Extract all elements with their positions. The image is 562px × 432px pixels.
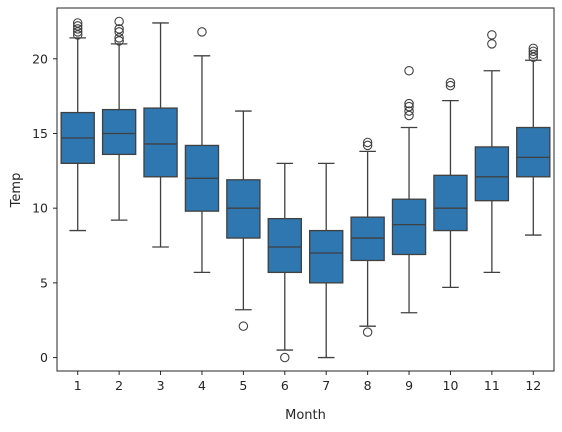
boxes-layer <box>60 16 551 363</box>
box-iqr <box>474 146 510 202</box>
box-iqr <box>308 229 344 284</box>
box-iqr <box>267 217 303 274</box>
outlier-point <box>280 352 290 363</box>
outlier-point <box>528 43 539 54</box>
x-tick-label: 10 <box>443 378 459 393</box>
outlier-point <box>404 101 414 112</box>
plot-frame <box>56 7 555 372</box>
x-tick-label: 8 <box>364 378 372 393</box>
box-group-month-1 <box>60 18 95 232</box>
y-tick-label: 10 <box>32 201 48 216</box>
outlier-point <box>528 52 539 63</box>
outlier-point <box>114 24 124 34</box>
x-tick-label: 4 <box>198 378 206 393</box>
box-iqr <box>101 108 137 156</box>
outlier-point <box>445 80 456 91</box>
box-iqr <box>350 216 385 262</box>
outlier-point <box>114 16 124 27</box>
outlier-point <box>72 30 83 40</box>
x-tick-label: 11 <box>484 378 500 393</box>
box-group-month-6 <box>267 162 303 363</box>
outlier-point <box>404 106 414 116</box>
outlier-point <box>114 33 124 43</box>
outlier-point <box>238 321 249 331</box>
outlier-point <box>114 36 124 46</box>
x-tick-label: 3 <box>157 378 165 393</box>
box-iqr <box>143 107 178 178</box>
x-tick-label: 7 <box>322 378 330 393</box>
x-tick-label: 2 <box>115 378 123 393</box>
box-group-month-3 <box>143 22 178 248</box>
x-tick-label: 12 <box>525 378 541 393</box>
outlier-point <box>197 27 207 37</box>
box-group-month-2 <box>101 16 137 221</box>
box-group-month-5 <box>226 110 261 331</box>
box-iqr <box>433 174 468 232</box>
outlier-point <box>362 140 373 151</box>
box-group-month-10 <box>433 77 468 288</box>
box-iqr <box>391 198 427 256</box>
box-group-month-4 <box>184 27 220 274</box>
box-iqr <box>516 126 551 178</box>
outlier-point <box>445 77 456 88</box>
outlier-point <box>404 110 414 121</box>
outlier-point <box>72 21 83 31</box>
outlier-point <box>362 327 373 337</box>
outlier-point <box>72 24 83 34</box>
box-iqr <box>226 179 261 239</box>
outlier-point <box>487 39 497 49</box>
y-tick-label: 20 <box>32 51 48 66</box>
x-tick-label: 6 <box>281 378 289 393</box>
outlier-point <box>404 98 414 109</box>
box-group-month-8 <box>350 137 385 337</box>
x-axis-ticks: 1 2 3 4 5 6 7 8 9 10 11 12 <box>74 371 541 393</box>
x-axis-label: Month <box>285 408 326 423</box>
x-tick-label: 9 <box>405 378 413 393</box>
x-tick-label: 1 <box>74 378 82 393</box>
y-axis-label: Temp <box>9 173 24 209</box>
x-tick-label: 5 <box>239 378 247 393</box>
y-tick-label: 15 <box>32 126 48 141</box>
box-group-month-11 <box>474 30 510 274</box>
outlier-point <box>528 49 539 60</box>
box-group-month-7 <box>308 162 344 359</box>
outlier-point <box>114 27 124 37</box>
outlier-point <box>528 46 539 57</box>
y-tick-label: 0 <box>40 350 48 365</box>
y-axis-ticks: 0 5 10 15 20 <box>32 51 57 365</box>
outlier-point <box>362 137 373 148</box>
outlier-point <box>72 18 83 28</box>
box-group-month-12 <box>516 43 551 236</box>
outlier-point <box>404 65 414 76</box>
y-tick-label: 5 <box>40 275 48 290</box>
outlier-point <box>487 30 497 40</box>
box-group-month-9 <box>391 65 427 314</box>
outlier-point <box>72 27 83 37</box>
